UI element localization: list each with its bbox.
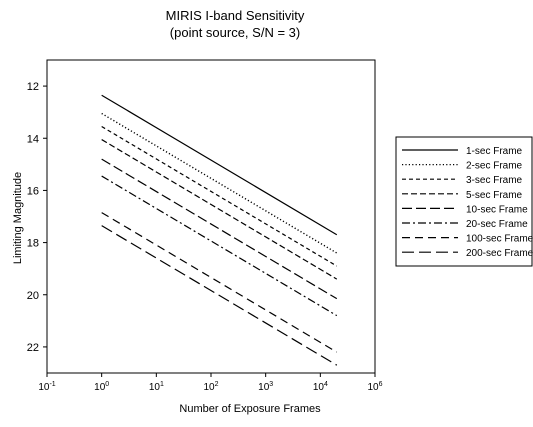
x-tick-label: 104 — [313, 381, 328, 393]
x-tick-label: 103 — [258, 381, 273, 393]
series-line — [101, 225, 338, 366]
y-tick-label: 20 — [27, 290, 39, 302]
plot-frame — [46, 59, 376, 374]
x-tick-label: 102 — [203, 381, 218, 393]
legend-box — [395, 136, 533, 267]
x-tick-label: 100 — [94, 381, 109, 393]
legend-label: 20-sec Frame — [466, 219, 528, 230]
legend-label: 200-sec Frame — [466, 248, 533, 259]
y-axis-label: Limiting Magnitude — [12, 171, 24, 265]
legend-label: 3-sec Frame — [466, 175, 523, 186]
x-axis-label: Number of Exposure Frames — [179, 403, 321, 415]
legend-label: 1-sec Frame — [466, 146, 523, 157]
series-line — [101, 158, 338, 300]
series-line — [101, 212, 338, 353]
series-line — [101, 112, 338, 254]
chart-title: MIRIS I-band Sensitivity — [165, 8, 305, 23]
legend-label: 5-sec Frame — [466, 190, 523, 201]
x-tick-label: 101 — [149, 381, 164, 393]
series-line — [101, 94, 338, 236]
x-tick-label: 10-1 — [38, 381, 55, 393]
legend-label: 10-sec Frame — [466, 204, 528, 215]
legend-label: 100-sec Frame — [466, 234, 533, 245]
y-tick-label: 14 — [27, 133, 39, 145]
y-tick-label: 18 — [27, 238, 39, 250]
y-tick-label: 22 — [27, 342, 39, 354]
legend-label: 2-sec Frame — [466, 161, 523, 172]
x-tick-label: 106 — [367, 381, 382, 393]
y-tick-label: 12 — [27, 81, 39, 93]
series-line — [101, 175, 338, 317]
chart-subtitle: (point source, S/N = 3) — [169, 25, 301, 40]
y-tick-label: 16 — [27, 185, 39, 197]
series-line — [101, 125, 338, 267]
series-line — [101, 139, 338, 280]
